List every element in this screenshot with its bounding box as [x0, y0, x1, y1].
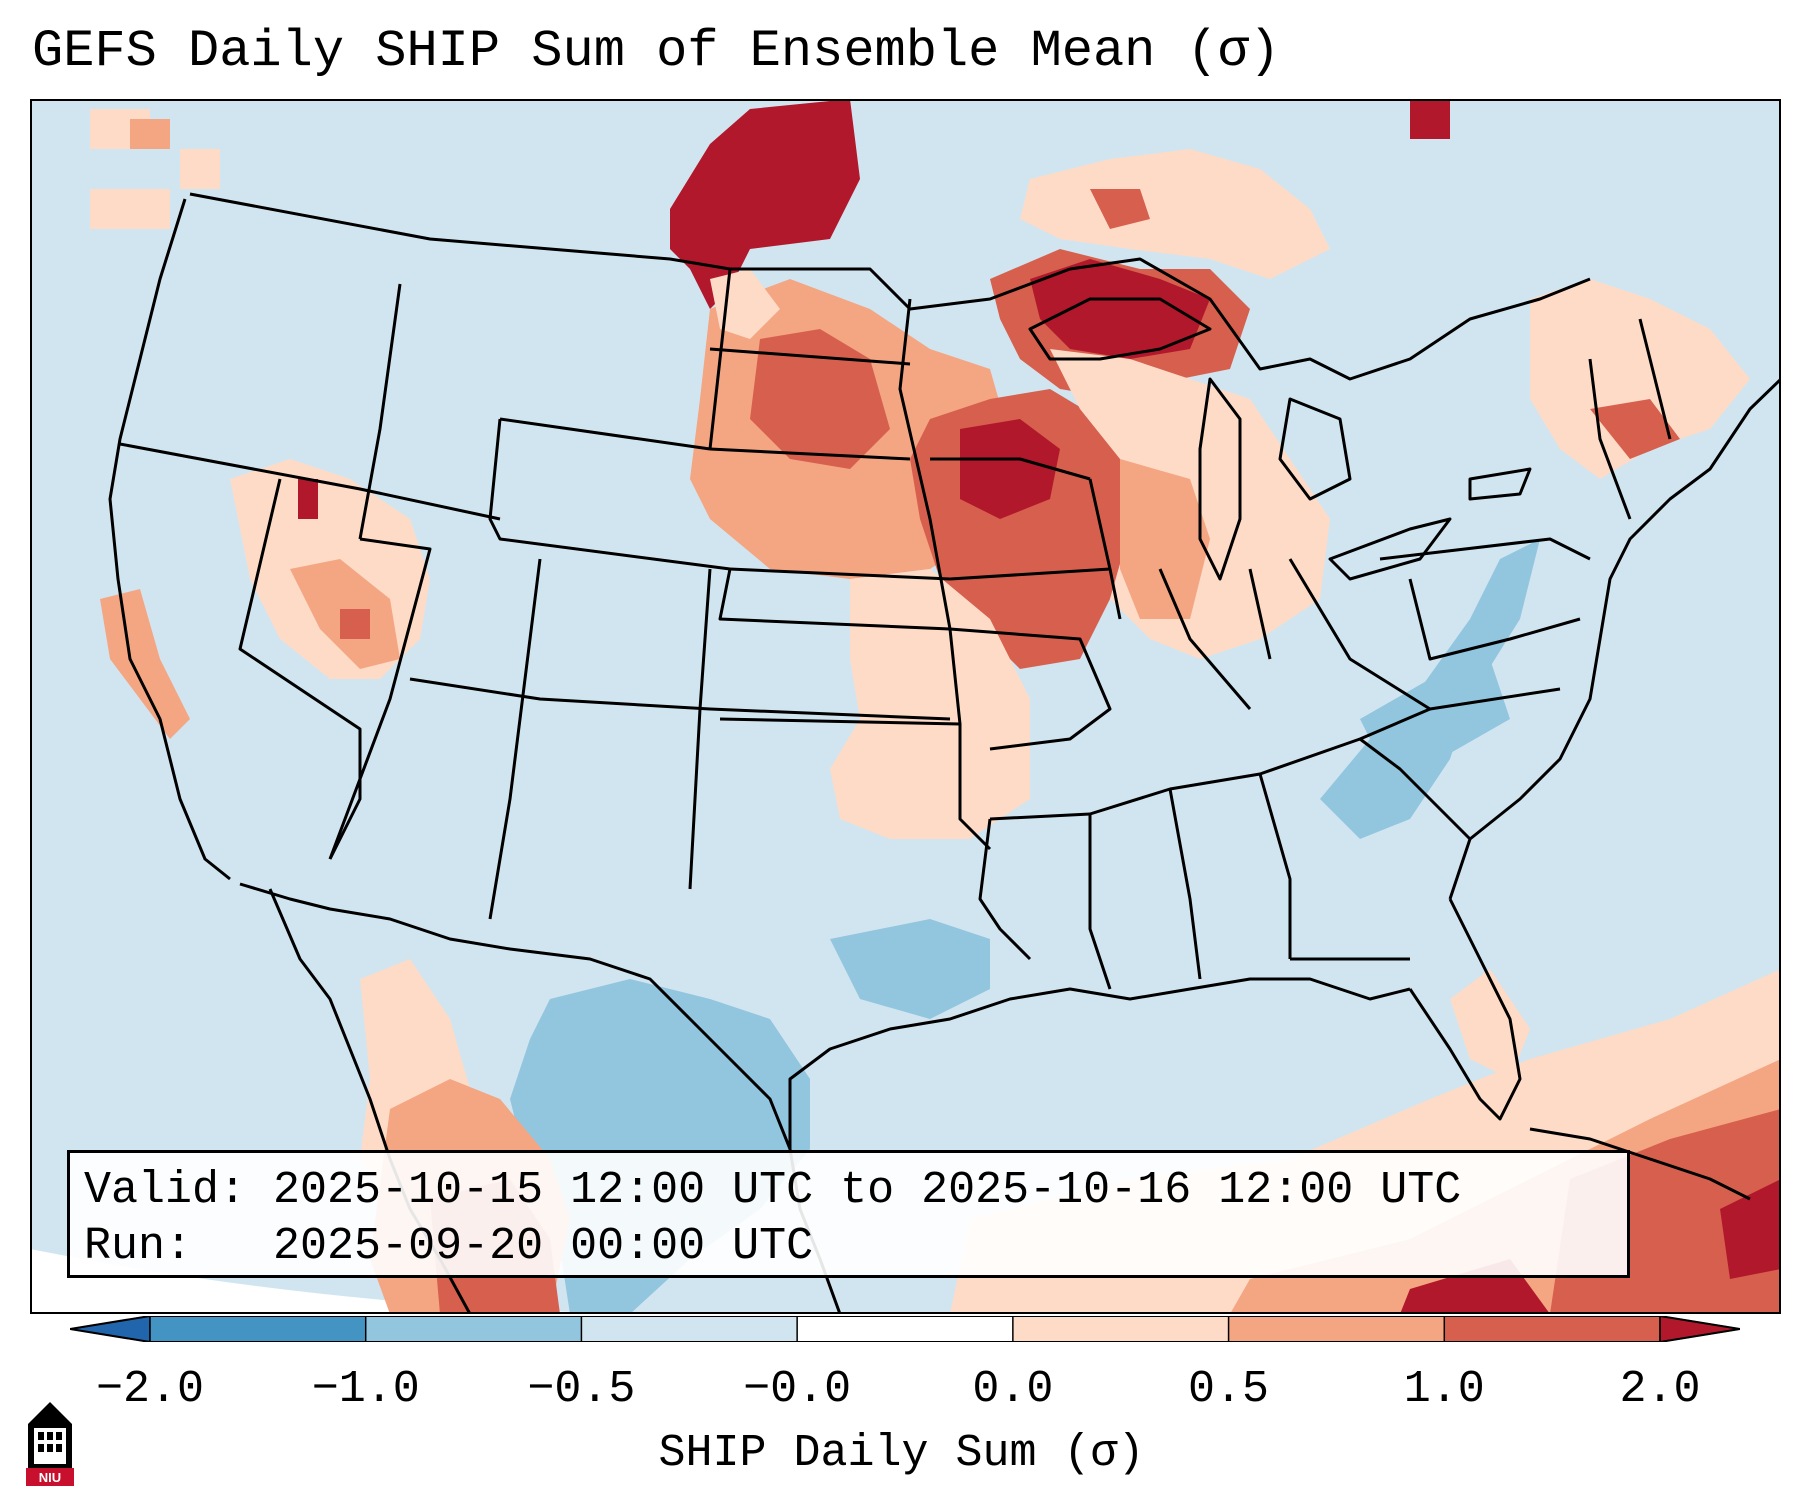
state-border — [949, 567, 1111, 581]
state-border — [709, 347, 911, 366]
colorbar-label: SHIP Daily Sum (σ) — [658, 1428, 1145, 1479]
run-value: 2025-09-20 00:00 UTC — [273, 1221, 814, 1272]
anomaly-cell — [1030, 259, 1210, 359]
colorbar-segment — [150, 1316, 367, 1342]
anomaly-cell — [1410, 99, 1450, 139]
state-border — [898, 298, 962, 725]
colorbar-extend-low — [70, 1316, 151, 1342]
niu-tower-logo-icon: NIU — [26, 1402, 74, 1486]
anomaly-cell — [1590, 399, 1680, 459]
state-border — [1359, 737, 1472, 841]
colorbar — [70, 1316, 1740, 1342]
state-border — [1088, 814, 1112, 990]
state-border — [1638, 318, 1672, 440]
us-mexico-border — [239, 882, 792, 1150]
anomaly-cell — [1530, 279, 1750, 479]
state-border — [409, 677, 951, 721]
state-border — [1588, 358, 1632, 520]
cuba-coastline — [1529, 1127, 1751, 1201]
anomaly-cell — [298, 479, 318, 519]
florida-coastline — [1408, 898, 1522, 1121]
colorbar-tick-label: 0.5 — [1188, 1364, 1270, 1415]
valid-label: Valid: — [84, 1165, 247, 1216]
east-coastline — [1448, 377, 1781, 900]
state-border — [488, 558, 542, 920]
lake-erie — [1328, 517, 1452, 581]
state-border — [358, 283, 402, 540]
state-border — [238, 478, 362, 860]
anomaly-cell — [100, 589, 190, 739]
anomaly-cell — [750, 329, 890, 469]
colorbar-segment — [797, 1316, 1014, 1342]
state-border — [729, 567, 951, 581]
anomaly-cell — [1090, 189, 1150, 229]
state-border — [499, 417, 711, 451]
state-border — [1408, 578, 1581, 661]
colorbar-tick-label: 0.0 — [972, 1364, 1054, 1415]
anomaly-cell — [960, 419, 1060, 519]
colorbar-tick-label: −0.5 — [527, 1364, 636, 1415]
state-border — [1288, 558, 1431, 711]
state-border — [709, 447, 911, 461]
state-border — [1248, 568, 1272, 660]
colorbar-segment — [1444, 1316, 1661, 1342]
anomaly-cell — [130, 119, 170, 149]
anomaly-cell — [670, 99, 860, 309]
lake-superior — [1028, 297, 1212, 361]
us-canada-border-west — [189, 192, 1071, 311]
info-box: Valid: 2025-10-15 12:00 UTC to 2025-10-1… — [67, 1150, 1630, 1278]
run-label: Run: — [84, 1221, 193, 1272]
state-border — [1158, 568, 1252, 710]
state-border — [708, 268, 732, 450]
lake-michigan — [1198, 377, 1242, 581]
anomaly-cell — [180, 149, 220, 189]
out-of-domain-corner — [30, 1249, 650, 1314]
state-border — [718, 568, 951, 631]
anomaly-cell — [830, 569, 1030, 839]
state-border — [1258, 773, 1292, 959]
map-boundaries — [108, 192, 1781, 1314]
anomaly-cell — [1020, 149, 1330, 279]
colorbar-segment — [1012, 1316, 1230, 1342]
map-svg — [30, 99, 1781, 1314]
lake-ontario — [1468, 467, 1532, 501]
anomaly-cell — [340, 609, 370, 639]
anomaly-cell — [1450, 969, 1530, 1079]
state-border — [949, 627, 1112, 751]
state-border — [930, 457, 1091, 481]
state-border — [719, 717, 992, 851]
colorbar-segment — [581, 1316, 798, 1342]
west-coastline — [108, 198, 231, 881]
state-border — [328, 537, 432, 860]
colorbar-tick-label: −2.0 — [95, 1364, 205, 1415]
state-border — [1088, 478, 1122, 620]
map-border — [30, 99, 1781, 1314]
colorbar-segment — [1228, 1316, 1445, 1342]
state-border — [978, 818, 1032, 961]
chart-title: GEFS Daily SHIP Sum of Ensemble Mean (σ) — [32, 22, 1281, 81]
state-border — [1168, 788, 1202, 980]
valid-value: 2025-10-15 12:00 UTC to 2025-10-16 12:00… — [273, 1165, 1462, 1216]
state-border — [688, 568, 712, 890]
colorbar-tick-label: −0.0 — [743, 1364, 852, 1415]
state-border — [488, 418, 731, 571]
anomaly-cell — [830, 919, 990, 1019]
anomaly-cell — [1120, 459, 1210, 619]
colorbar-tick-label: 2.0 — [1619, 1364, 1701, 1415]
colorbar-tick-label: −1.0 — [311, 1364, 420, 1415]
anomaly-cell — [1720, 1179, 1781, 1279]
colorbar-extend-high — [1659, 1316, 1740, 1342]
state-border — [1379, 537, 1591, 561]
us-canada-border-east — [1069, 257, 1591, 381]
anomaly-cell — [90, 189, 170, 229]
colorbar-tick-label: 1.0 — [1403, 1364, 1485, 1415]
colorbar-segment — [365, 1316, 582, 1342]
state-border — [119, 442, 501, 521]
gulf-coastline — [788, 977, 1411, 1149]
logo-text: NIU — [39, 1470, 61, 1485]
lake-huron — [1278, 397, 1352, 501]
map-panel — [30, 99, 1781, 1314]
